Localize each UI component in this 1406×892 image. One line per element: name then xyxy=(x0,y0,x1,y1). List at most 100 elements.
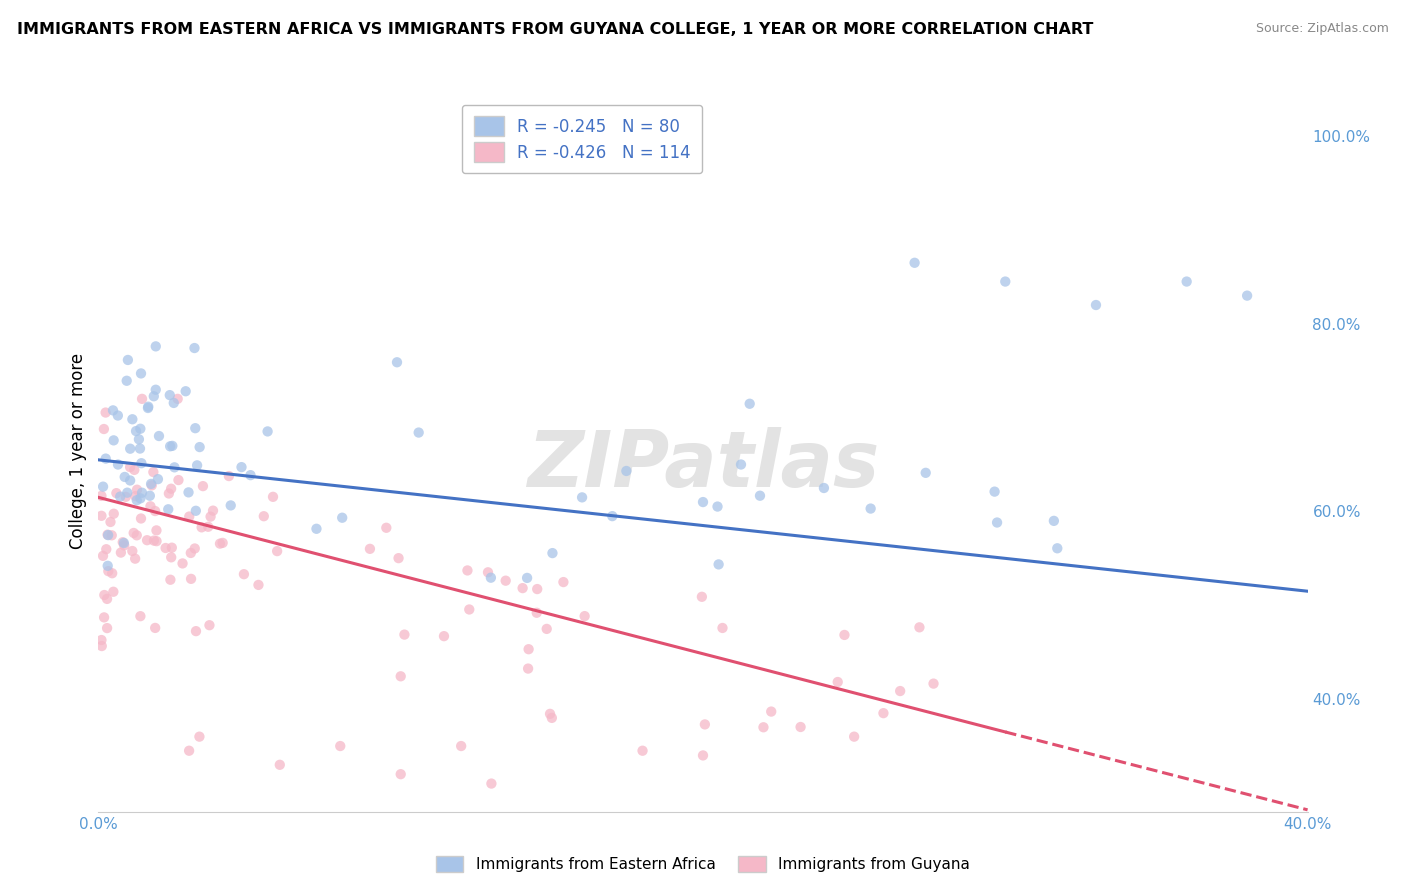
Point xyxy=(160,482,183,496)
Point xyxy=(693,717,716,731)
Point xyxy=(114,470,136,484)
Point xyxy=(159,388,181,402)
Point xyxy=(571,491,593,505)
Point xyxy=(100,528,122,542)
Point xyxy=(614,464,637,478)
Point xyxy=(433,629,456,643)
Point xyxy=(789,720,811,734)
Point xyxy=(540,711,562,725)
Point xyxy=(813,481,835,495)
Point xyxy=(692,495,714,509)
Point xyxy=(389,767,412,781)
Point xyxy=(97,527,120,541)
Point xyxy=(136,401,159,415)
Point xyxy=(112,538,135,552)
Point xyxy=(827,675,849,690)
Point xyxy=(394,627,416,641)
Point xyxy=(172,557,194,571)
Point xyxy=(167,473,190,487)
Point xyxy=(179,744,201,758)
Point xyxy=(495,574,517,588)
Point xyxy=(160,541,183,555)
Point xyxy=(157,486,180,500)
Point xyxy=(190,520,212,534)
Point xyxy=(93,588,115,602)
Point xyxy=(517,662,540,676)
Point xyxy=(110,546,132,560)
Point xyxy=(479,571,502,585)
Point xyxy=(184,541,207,556)
Point xyxy=(247,578,270,592)
Point xyxy=(103,507,125,521)
Point xyxy=(103,584,125,599)
Point xyxy=(101,403,124,417)
Point xyxy=(231,460,253,475)
Point xyxy=(385,355,408,369)
Point xyxy=(184,504,207,518)
Point xyxy=(359,541,381,556)
Point xyxy=(120,442,142,456)
Point xyxy=(986,516,1008,530)
Point xyxy=(112,536,135,550)
Point xyxy=(872,706,894,720)
Point xyxy=(1046,541,1069,556)
Point xyxy=(711,621,734,635)
Point xyxy=(129,491,152,506)
Point xyxy=(179,509,201,524)
Point xyxy=(100,515,122,529)
Point xyxy=(256,425,278,439)
Point xyxy=(128,432,150,446)
Point xyxy=(859,501,882,516)
Point xyxy=(122,525,145,540)
Point xyxy=(142,389,165,403)
Point xyxy=(91,549,114,563)
Point xyxy=(160,550,183,565)
Legend: Immigrants from Eastern Africa, Immigrants from Guyana: Immigrants from Eastern Africa, Immigran… xyxy=(429,848,977,880)
Point xyxy=(538,706,561,721)
Point xyxy=(218,469,240,483)
Point xyxy=(129,511,152,525)
Point xyxy=(159,439,181,453)
Point xyxy=(146,472,169,486)
Point xyxy=(761,705,783,719)
Point xyxy=(94,451,117,466)
Point xyxy=(239,468,262,483)
Point xyxy=(97,564,120,578)
Point xyxy=(1043,514,1066,528)
Point xyxy=(183,341,205,355)
Point xyxy=(904,256,927,270)
Point xyxy=(142,465,165,479)
Point xyxy=(1236,288,1258,302)
Point xyxy=(481,776,503,790)
Point xyxy=(180,572,202,586)
Point xyxy=(148,429,170,443)
Point xyxy=(145,524,167,538)
Point xyxy=(120,474,142,488)
Point xyxy=(139,489,162,503)
Legend: R = -0.245   N = 80, R = -0.426   N = 114: R = -0.245 N = 80, R = -0.426 N = 114 xyxy=(463,104,702,173)
Point xyxy=(191,479,214,493)
Point xyxy=(602,509,624,524)
Point xyxy=(198,618,221,632)
Point xyxy=(155,541,177,555)
Point xyxy=(93,422,115,436)
Point xyxy=(330,510,353,524)
Point xyxy=(749,489,772,503)
Point xyxy=(690,590,713,604)
Point xyxy=(375,521,398,535)
Point xyxy=(143,504,166,518)
Point xyxy=(174,384,197,399)
Point xyxy=(117,485,139,500)
Point xyxy=(266,544,288,558)
Point xyxy=(131,485,153,500)
Point xyxy=(145,339,167,353)
Point xyxy=(834,628,856,642)
Point xyxy=(1175,275,1198,289)
Point xyxy=(91,480,114,494)
Point xyxy=(408,425,430,440)
Point xyxy=(329,739,352,753)
Point xyxy=(90,633,112,648)
Text: ZIPatlas: ZIPatlas xyxy=(527,427,879,503)
Point xyxy=(752,720,775,734)
Point xyxy=(114,490,136,504)
